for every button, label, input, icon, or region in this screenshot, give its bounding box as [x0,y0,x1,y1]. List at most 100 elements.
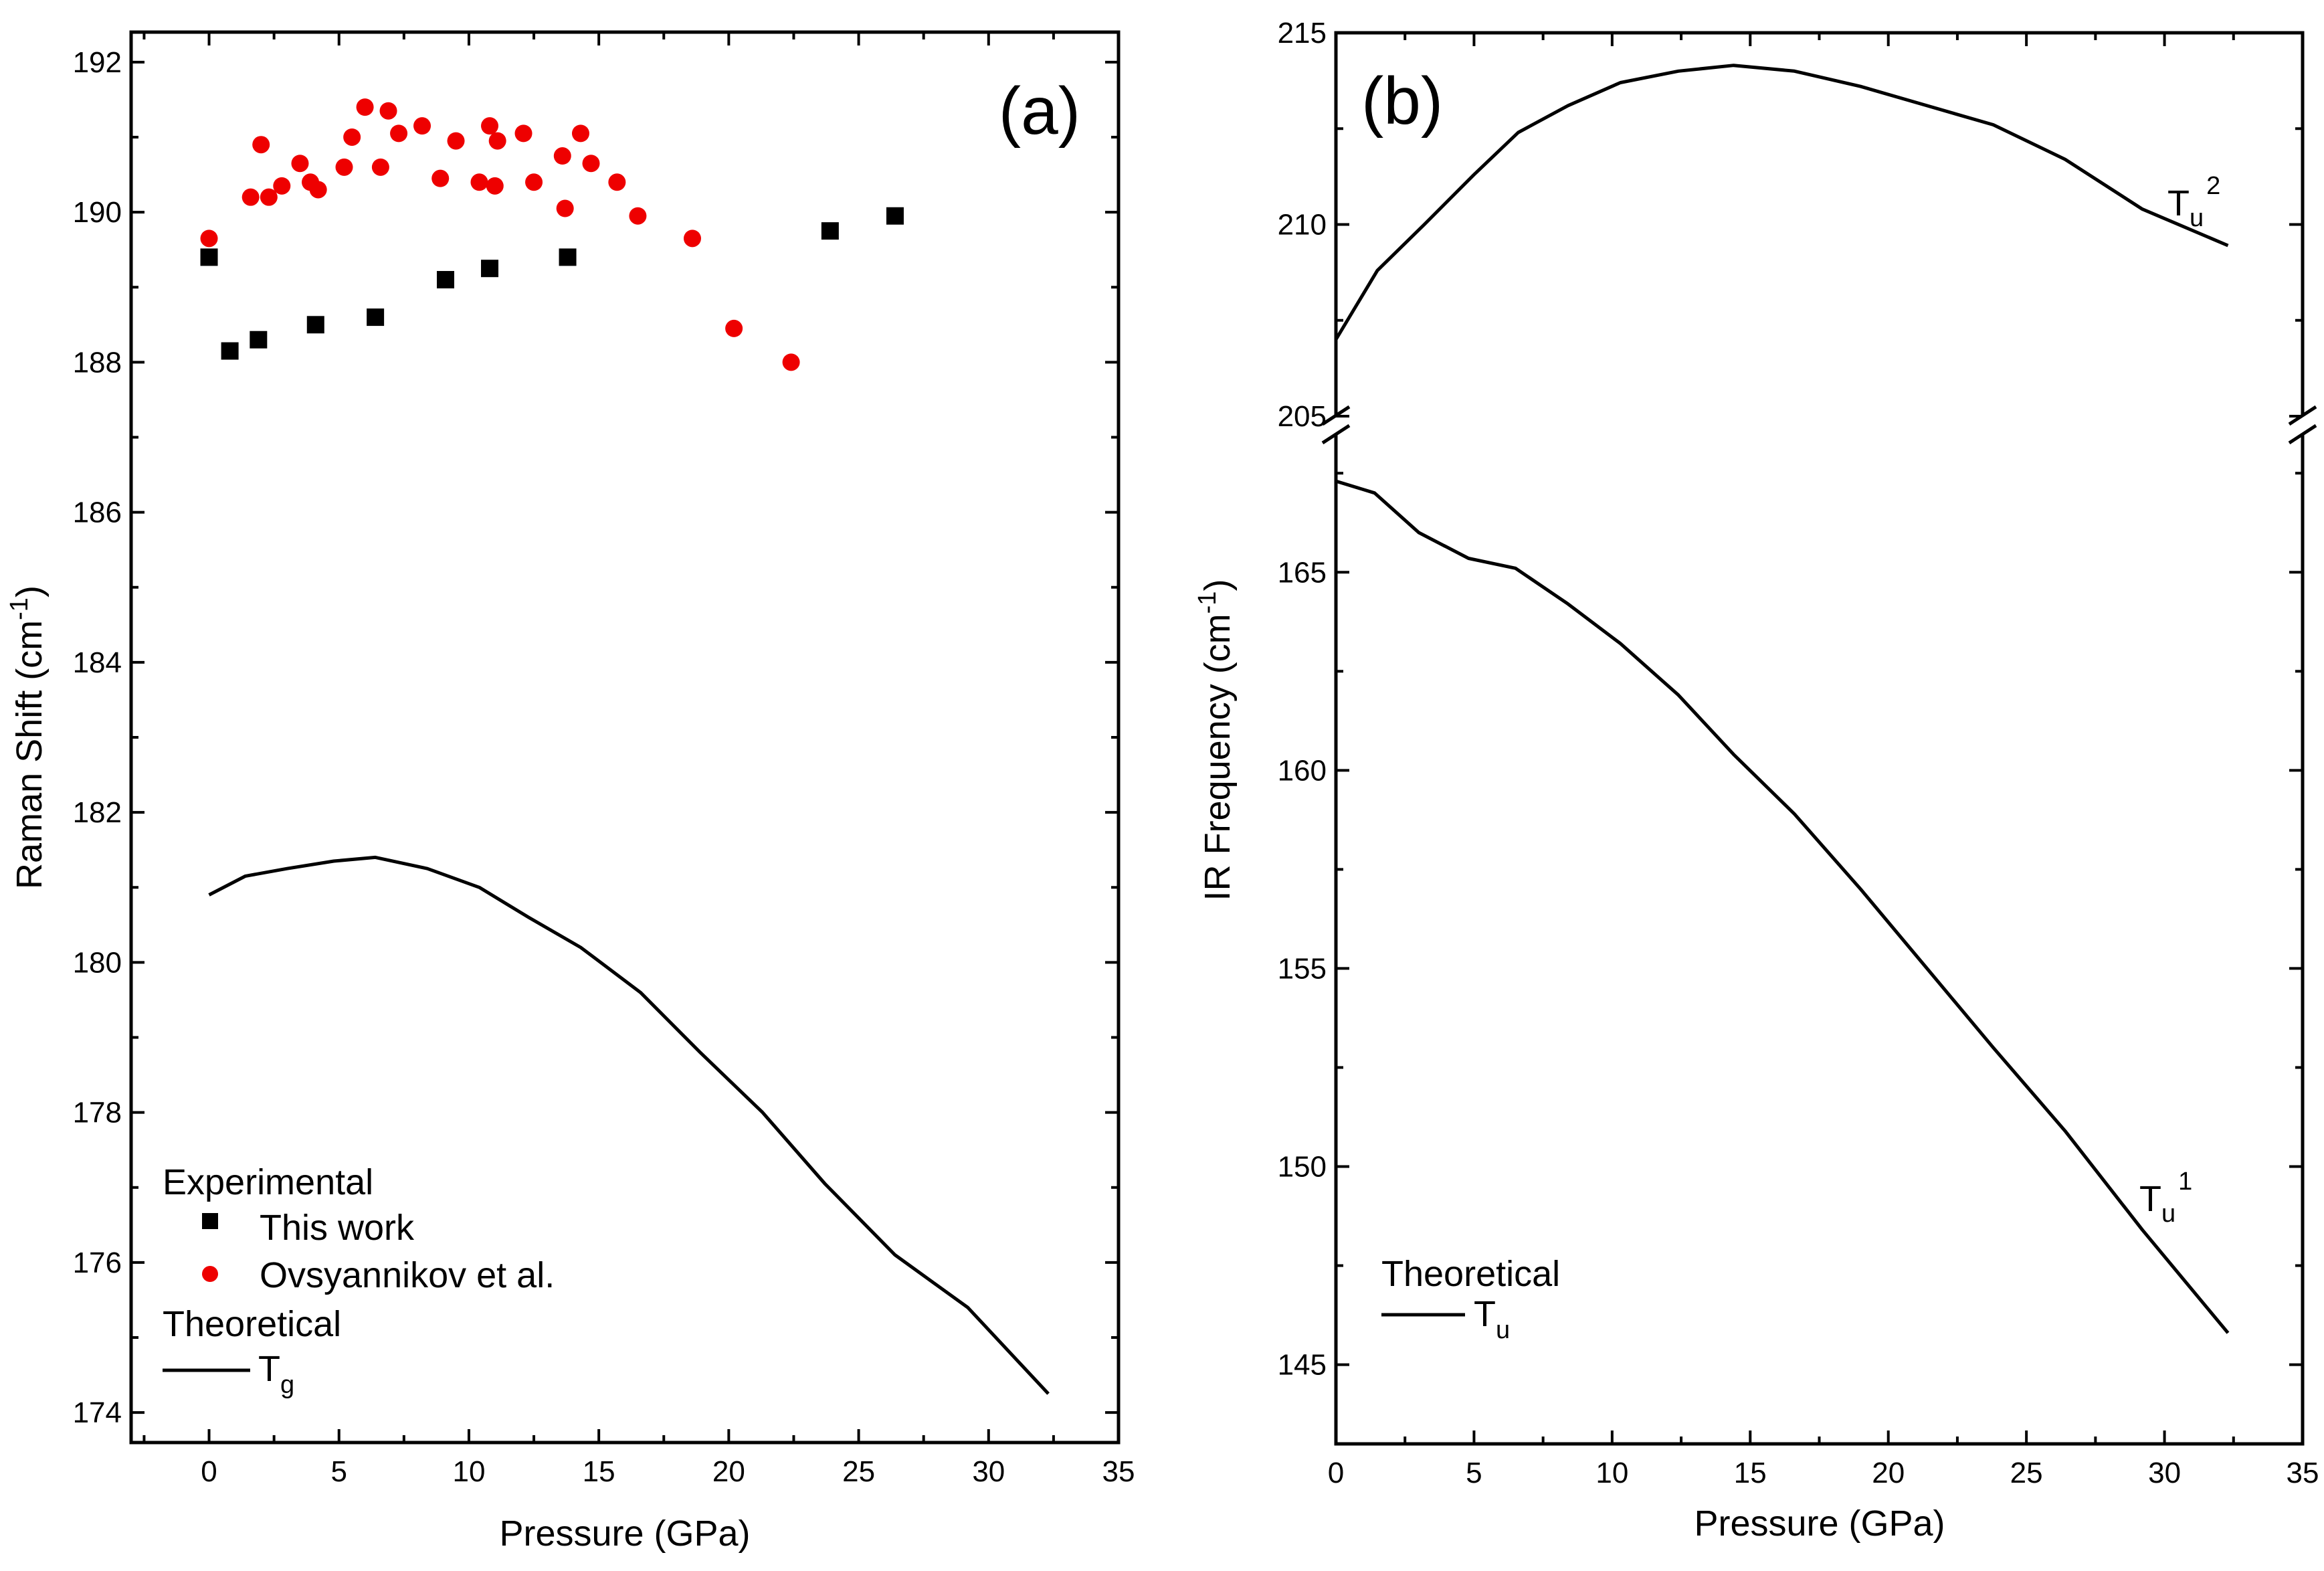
a-y-tick-label: 188 [73,346,122,379]
series-tg-curve [208,855,1050,1395]
legend-marker-this-work [202,1213,218,1229]
panel-a-x-axis-title: Pressure (GPa) [499,1513,750,1554]
legend-header-theoretical-a: Theoretical [163,1304,341,1344]
panel-b-x-ticks: 0 5 10 15 20 25 30 35 [1328,33,2319,1489]
a-y-tick-label: 176 [73,1246,122,1279]
ovsyannikov-point [291,155,309,173]
ovsyannikov-point [556,199,574,217]
ovsyannikov-point [486,177,504,195]
legend-label-this-work: This work [260,1208,415,1248]
ovsyannikov-point [356,98,374,116]
legend-header-theoretical-b: Theoretical [1381,1254,1560,1294]
panel-a-y-ticks: 174 176 178 180 182 184 186 188 190 192 [73,46,1119,1429]
this-work-point [436,271,454,289]
ovsyannikov-point [431,169,450,187]
ovsyannikov-point [608,173,626,191]
this-work-point [221,342,239,360]
this-work-point [821,222,839,240]
this-work-point [481,260,499,278]
ovsyannikov-point [514,124,532,143]
b-x-tick-label: 15 [1734,1457,1767,1489]
ovsyannikov-point [629,207,647,225]
a-y-tick-label: 190 [73,196,122,229]
ovsyannikov-point [481,117,499,135]
ovsyannikov-point [488,132,506,150]
a-x-tick-label: 5 [330,1455,347,1488]
this-work-point [306,316,324,334]
panel-a-raman: 0 5 10 15 20 25 30 35 1741761781801821841861881… [5,30,1135,1554]
panel-a-label: (a) [999,74,1080,149]
a-y-tick-label: 180 [73,946,122,979]
panel-a-x-ticks: 0 5 10 15 20 25 30 35 [142,32,1135,1488]
a-x-tick-label: 25 [842,1455,875,1488]
legend-label-tu: Tu [1474,1294,1510,1344]
a-x-tick-label: 20 [712,1455,745,1488]
ovsyannikov-point [260,188,278,206]
a-y-tick-label: 186 [73,496,122,529]
ovsyannikov-point [241,188,260,206]
panel-b-legend: Theoretical Tu [1381,1254,1560,1344]
a-x-tick-label: 30 [972,1455,1005,1488]
b-upper-y-tick-label: 215 [1278,17,1327,50]
ovsyannikov-point [571,124,589,143]
legend-header-experimental: Experimental [163,1162,373,1202]
panel-b-data [1334,64,2230,1334]
panel-a-y-title-tail: ) [9,585,50,597]
ovsyannikov-point [525,173,543,191]
this-work-point [559,248,577,266]
legend-label-ovsyannikov: Ovsyannikov et al. [260,1255,555,1295]
a-y-tick-label: 192 [73,46,122,79]
label-tu1: Tu1 [2139,1168,2192,1228]
label-tu2: Tu2 [2167,172,2220,232]
ovsyannikov-point [379,102,397,120]
b-x-tick-label: 10 [1595,1457,1628,1489]
a-x-tick-label: 15 [583,1455,615,1488]
panel-a-y-title-main: Raman Shift (cm [9,620,50,889]
ovsyannikov-point [252,136,270,154]
a-x-tick-label: 10 [452,1455,485,1488]
ovsyannikov-point [553,147,571,165]
ovsyannikov-point [390,124,408,143]
panel-a-legend: Experimental This work Ovsyannikov et al… [163,1162,555,1399]
ovsyannikov-point [582,155,600,173]
b-x-tick-label: 0 [1328,1457,1344,1489]
a-x-tick-label: 35 [1102,1455,1135,1488]
panel-b-label: (b) [1361,64,1443,138]
a-x-tick-label: 0 [201,1455,217,1488]
this-work-point [250,331,268,349]
ovsyannikov-point [343,128,361,146]
ovsyannikov-point [413,117,431,135]
b-upper-y-tick-label: 210 [1278,209,1327,242]
ovsyannikov-point [782,353,800,371]
panel-b-y-axis-title: IR Frequency (cm-1) [1193,579,1238,901]
a-y-tick-label: 178 [73,1097,122,1129]
this-work-point [200,248,218,266]
b-x-tick-label: 35 [2287,1457,2319,1489]
panel-a-y-title-sup: -1 [5,597,33,620]
ovsyannikov-point [273,177,291,195]
ovsyannikov-point [447,132,465,150]
ovsyannikov-point [725,319,743,337]
a-y-tick-label: 184 [73,646,122,679]
b-x-tick-label: 5 [1466,1457,1482,1489]
panel-a-data [200,98,1050,1395]
ovsyannikov-point [371,158,389,176]
panel-b-x-axis-title: Pressure (GPa) [1694,1503,1945,1544]
legend-label-tg: Tg [258,1349,294,1399]
panel-b-y-ticks: 205 210 215 145 150 155 160 165 [1278,17,2303,1382]
this-work-point [367,308,385,327]
b-x-tick-label: 20 [1872,1457,1905,1489]
b-lower-y-tick-label: 150 [1278,1150,1327,1183]
axis-break-left-bottom [1321,424,1351,445]
b-upper-y-tick-label: 205 [1278,400,1327,433]
this-work-point [886,207,904,225]
ovsyannikov-point [200,229,218,248]
b-lower-y-tick-label: 165 [1278,556,1327,589]
ovsyannikov-point [470,173,488,191]
ovsyannikov-point [335,158,353,176]
series-tu2-curve [1334,64,2229,341]
legend-marker-ovsyannikov [202,1266,218,1282]
ovsyannikov-point [683,229,701,248]
